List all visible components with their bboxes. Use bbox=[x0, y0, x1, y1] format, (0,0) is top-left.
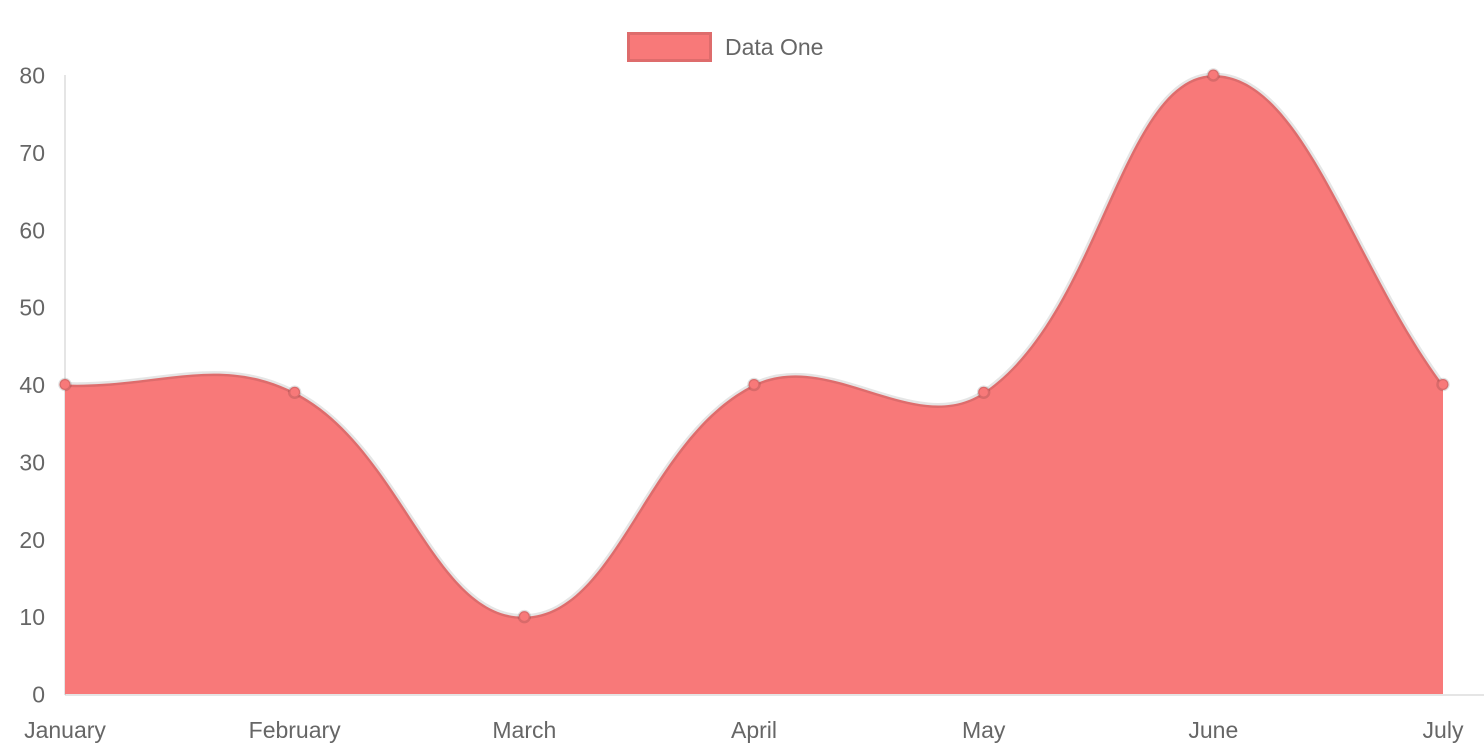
data-point-may[interactable] bbox=[976, 385, 991, 399]
data-point-january[interactable] bbox=[58, 377, 72, 392]
y-tick-label: 70 bbox=[19, 140, 45, 166]
x-tick-label: March bbox=[492, 717, 556, 743]
data-point-june[interactable] bbox=[1206, 68, 1221, 82]
x-tick-label: July bbox=[1423, 717, 1464, 743]
x-tick-label: June bbox=[1188, 717, 1238, 743]
y-tick-label: 40 bbox=[19, 372, 45, 398]
y-tick-label: 80 bbox=[19, 63, 45, 89]
x-tick-label: February bbox=[249, 717, 342, 743]
legend-item-data-one[interactable]: Data One bbox=[627, 32, 823, 62]
data-point-february[interactable] bbox=[287, 385, 302, 399]
y-tick-label: 50 bbox=[19, 295, 45, 321]
y-tick-label: 0 bbox=[32, 682, 45, 708]
chart-legend: Data One bbox=[627, 32, 823, 62]
x-tick-label: January bbox=[24, 717, 106, 743]
y-tick-label: 60 bbox=[19, 217, 45, 243]
x-tick-label: April bbox=[731, 717, 777, 743]
y-tick-label: 20 bbox=[19, 527, 45, 553]
y-tick-label: 30 bbox=[19, 449, 45, 475]
legend-label: Data One bbox=[725, 33, 824, 60]
data-point-july[interactable] bbox=[1436, 377, 1450, 392]
line-stroke bbox=[62, 72, 1446, 620]
data-point-march[interactable] bbox=[517, 609, 532, 624]
data-point-april[interactable] bbox=[747, 377, 761, 392]
legend-color-box bbox=[627, 32, 712, 62]
x-tick-label: May bbox=[962, 717, 1006, 743]
y-tick-label: 10 bbox=[19, 604, 45, 630]
